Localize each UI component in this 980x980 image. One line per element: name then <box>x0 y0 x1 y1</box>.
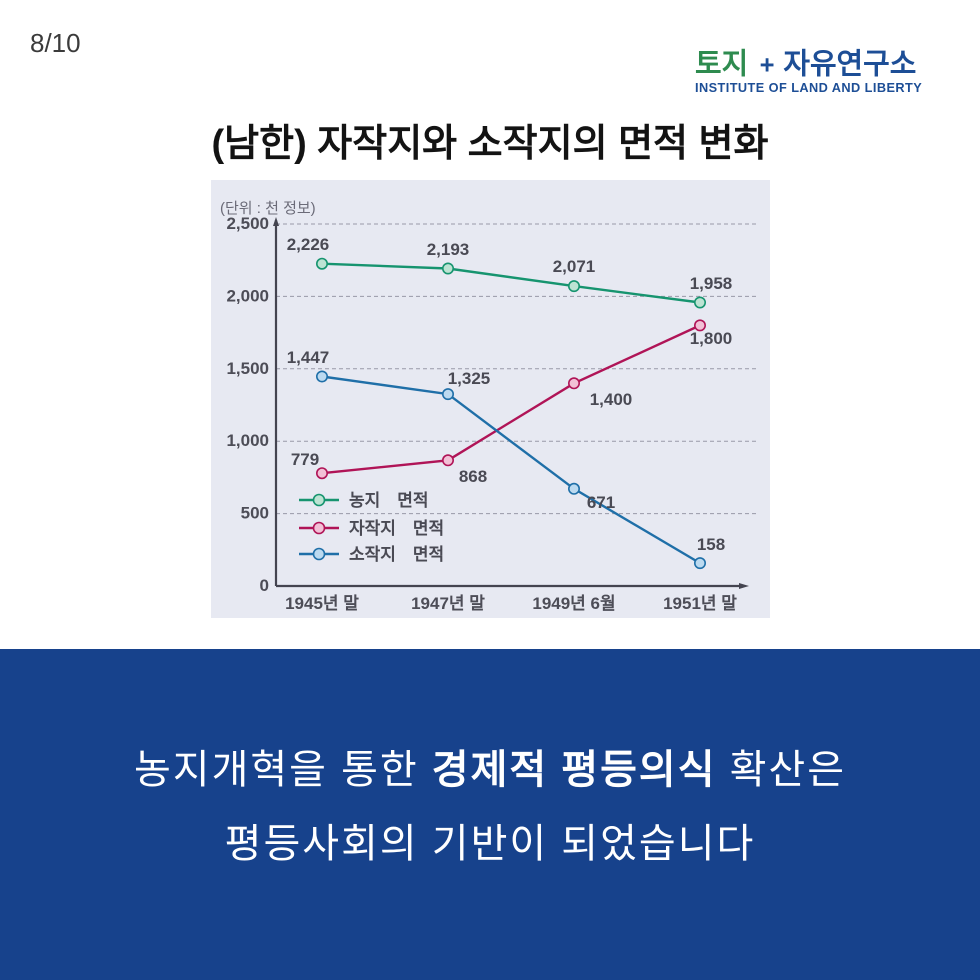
svg-text:868: 868 <box>459 467 487 486</box>
svg-text:2,071: 2,071 <box>553 257 596 276</box>
svg-text:779: 779 <box>291 450 319 469</box>
svg-text:500: 500 <box>241 504 269 523</box>
svg-text:2,193: 2,193 <box>427 240 470 259</box>
svg-text:2,500: 2,500 <box>226 214 269 233</box>
svg-text:자유연구소: 자유연구소 <box>783 48 916 80</box>
svg-text:1945년 말: 1945년 말 <box>285 593 359 613</box>
svg-text:1949년 6월: 1949년 6월 <box>532 594 615 613</box>
svg-text:소작지 면적: 소작지 면적 <box>349 545 444 564</box>
svg-text:1,447: 1,447 <box>287 348 330 367</box>
svg-text:토지: 토지 <box>695 48 748 80</box>
svg-text:158: 158 <box>697 535 725 554</box>
svg-text:1,325: 1,325 <box>448 369 491 388</box>
svg-text:1951년 말: 1951년 말 <box>663 593 737 613</box>
svg-text:1,800: 1,800 <box>690 329 733 348</box>
svg-text:1,958: 1,958 <box>690 274 733 293</box>
svg-text:자작지 면적: 자작지 면적 <box>349 519 444 538</box>
svg-text:671: 671 <box>587 493 615 512</box>
svg-text:2,000: 2,000 <box>226 286 269 305</box>
svg-text:1947년 말: 1947년 말 <box>411 593 485 613</box>
svg-text:2,226: 2,226 <box>287 235 330 254</box>
svg-text:+: + <box>760 51 775 79</box>
svg-text:농지 면적: 농지 면적 <box>349 491 429 510</box>
svg-text:1,000: 1,000 <box>226 431 269 450</box>
svg-text:1,400: 1,400 <box>590 390 633 409</box>
svg-text:1,500: 1,500 <box>226 359 269 378</box>
svg-text:0: 0 <box>260 576 269 595</box>
svg-text:INSTITUTE OF LAND AND LIBERTY: INSTITUTE OF LAND AND LIBERTY <box>695 80 922 95</box>
